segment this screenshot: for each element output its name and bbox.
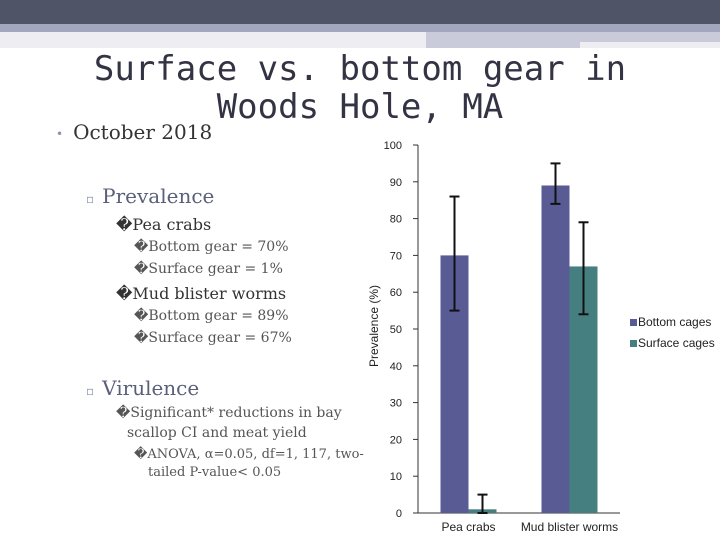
- y-tick-label: 30: [390, 398, 402, 410]
- bullet-marker: �: [116, 215, 133, 234]
- bullet-marker: ▫: [86, 384, 95, 398]
- bullet-mud-worms: �Mud blister worms: [116, 284, 286, 303]
- bullet-mud-bottom: �Bottom gear = 89%: [134, 308, 289, 324]
- header-accent-tab: [426, 42, 580, 48]
- y-tick-label: 90: [390, 177, 402, 189]
- bar-series: [440, 185, 598, 514]
- bullet-anova-line1: ANOVA, α=0.05, df=1, 117, two-: [147, 447, 364, 462]
- bullet-mud-worms-text: Mud blister worms: [132, 284, 287, 303]
- bar-0-1: [541, 185, 570, 514]
- bullet-pea-surface: �Surface gear = 1%: [134, 261, 283, 277]
- error-bars: [449, 162, 589, 514]
- bullet-marker: �: [134, 308, 149, 324]
- bullet-marker: �: [134, 261, 149, 277]
- x-tick-label: Mud blister worms: [521, 520, 618, 534]
- bullet-anova: �ANOVA, α=0.05, df=1, 117, two-: [134, 447, 364, 462]
- x-tick-label: Pea crabs: [441, 520, 495, 534]
- bullet-marker: �: [116, 405, 131, 421]
- y-tick-label: 10: [390, 471, 402, 483]
- bullet-anova-cont: tailed P-value< 0.05: [148, 465, 281, 480]
- legend-label: Surface cages: [638, 336, 715, 350]
- bullet-marker: �: [134, 330, 149, 346]
- bullet-pea-bottom-text: Bottom gear = 70%: [148, 239, 289, 255]
- bullet-pea-crabs-text: Pea crabs: [132, 215, 212, 234]
- chart-legend: Bottom cages Surface cages: [630, 315, 715, 350]
- bullet-virulence: ▫ Virulence: [86, 376, 199, 400]
- y-tick-label: 60: [390, 287, 402, 299]
- bullet-marker: •: [56, 126, 64, 141]
- y-axis: 0 10 20 30 40 50 60 70 80 90 100: [384, 140, 620, 520]
- y-tick-label: 0: [396, 508, 402, 520]
- bullet-significant-line1: Significant* reductions in bay: [130, 405, 342, 421]
- y-axis-label: Prevalence (%): [367, 285, 381, 367]
- legend-swatch: [630, 319, 637, 326]
- bullet-pea-crabs: �Pea crabs: [116, 215, 211, 234]
- bullet-significant: �Significant* reductions in bay: [116, 405, 342, 421]
- bullet-date-text: October 2018: [73, 120, 213, 144]
- x-axis-categories: Pea crabs Mud blister worms: [441, 520, 618, 534]
- legend-label: Bottom cages: [638, 315, 711, 329]
- y-tick-label: 20: [390, 434, 402, 446]
- bullet-prevalence: ▫ Prevalence: [86, 184, 214, 208]
- bullet-significant-line2: scallop CI and meat yield: [127, 425, 307, 441]
- slide-title: Surface vs. bottom gear in Woods Hole, M…: [93, 49, 627, 127]
- y-tick-label: 100: [384, 140, 402, 152]
- bullet-significant-cont: scallop CI and meat yield: [127, 425, 307, 441]
- bullet-pea-bottom: �Bottom gear = 70%: [134, 239, 289, 255]
- bullet-date: • October 2018: [56, 120, 212, 144]
- y-tick-label: 80: [390, 214, 402, 226]
- header-band: [0, 24, 720, 32]
- y-tick-label: 40: [390, 361, 402, 373]
- y-tick-label: 50: [390, 324, 402, 336]
- bullet-marker: ▫: [86, 192, 95, 206]
- bullet-mud-surface-text: Surface gear = 67%: [148, 330, 292, 346]
- legend-swatch: [630, 340, 637, 347]
- bullet-mud-surface: �Surface gear = 67%: [134, 330, 292, 346]
- y-tick-label: 70: [390, 250, 402, 262]
- bullet-virulence-text: Virulence: [102, 376, 200, 400]
- header-bar: [0, 0, 720, 24]
- header-accent-block: [426, 32, 720, 42]
- bullet-marker: �: [134, 239, 149, 255]
- bullet-marker: �: [134, 447, 148, 462]
- bullet-pea-surface-text: Surface gear = 1%: [148, 261, 283, 277]
- bullet-anova-line2: tailed P-value< 0.05: [148, 465, 282, 480]
- bullet-prevalence-text: Prevalence: [102, 184, 215, 208]
- bullet-mud-bottom-text: Bottom gear = 89%: [148, 308, 289, 324]
- bullet-marker: �: [116, 284, 133, 303]
